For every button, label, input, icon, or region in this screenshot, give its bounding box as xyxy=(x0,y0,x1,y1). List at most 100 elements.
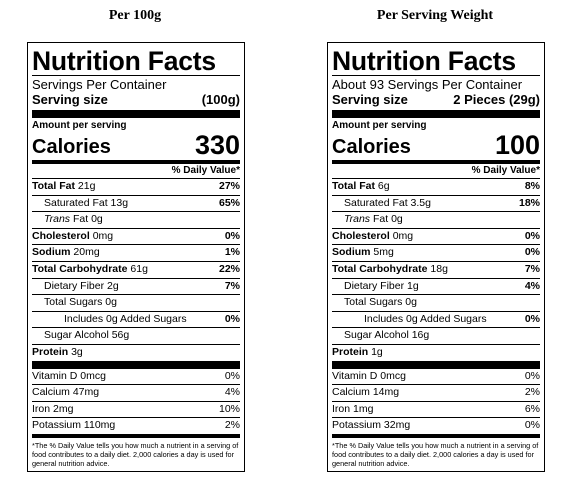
divider xyxy=(32,360,240,369)
daily-value-footnote: *The % Daily Value tells you how much a … xyxy=(332,440,539,468)
serving-size-value: (100g) xyxy=(201,92,240,107)
calcium-row: Calcium 14mg 2% xyxy=(332,384,540,401)
label-text: 4% xyxy=(524,279,540,292)
divider xyxy=(332,360,540,369)
label-text: 2g xyxy=(107,279,119,292)
label-text: Total Sugars xyxy=(344,296,403,309)
serving-size-row: Serving size 2 Pieces (29g) xyxy=(332,92,540,110)
label-text: Sodium xyxy=(32,246,71,259)
label-text: 1g xyxy=(407,279,419,292)
label-text: 16g xyxy=(411,329,430,342)
label-text: Potassium 32mg xyxy=(332,419,411,432)
nutrient-cell: Total Sugars 0g xyxy=(344,295,417,311)
trans-fat-row: Trans Fat 0g xyxy=(332,211,540,228)
protein-row: Protein 3g xyxy=(32,343,240,361)
nutrient-cell: Includes 0g Added Sugars xyxy=(64,312,187,328)
daily-value-header: % Daily Value* xyxy=(171,165,240,176)
label-text: 5mg xyxy=(373,246,394,259)
divider xyxy=(32,160,240,164)
label-text: Total Carbohydrate xyxy=(32,262,128,275)
column-heading-per-serving: Per Serving Weight xyxy=(376,8,494,23)
label-text: 2% xyxy=(224,419,240,432)
label-text: 0% xyxy=(524,312,540,325)
label-text: Fat 0g xyxy=(72,213,103,226)
label-text: 0% xyxy=(524,229,540,242)
label-text: 1% xyxy=(224,246,240,259)
label-text: Potassium 110mg xyxy=(32,419,116,432)
label-text: Iron 2mg xyxy=(32,402,74,415)
label-text: Iron 1mg xyxy=(332,402,374,415)
nutrient-cell: Total Fat 6g xyxy=(332,179,390,195)
label-text: 0g xyxy=(105,296,117,309)
divider xyxy=(32,110,240,118)
label-text: 56g xyxy=(111,329,130,342)
label-text: Cholesterol xyxy=(332,229,390,242)
nutrient-cell: Cholesterol 0mg xyxy=(332,229,413,245)
label-text: 21g xyxy=(77,180,96,192)
sodium-row: Sodium 5mg 0% xyxy=(332,244,540,261)
serving-size-row: Serving size (100g) xyxy=(32,92,240,110)
divider xyxy=(332,75,540,76)
label-text: Dietary Fiber xyxy=(44,279,105,292)
added-sugars-row: Includes 0g Added Sugars 0% xyxy=(332,310,540,328)
label-text: 0g xyxy=(405,296,417,309)
calories-value: 100 xyxy=(494,130,540,160)
label-text: 18% xyxy=(518,196,540,209)
nutrient-cell: Total Fat 21g xyxy=(32,179,95,195)
nutrient-cell: Total Carbohydrate 18g xyxy=(332,262,448,278)
label-text: 0mg xyxy=(92,229,114,242)
label-text: Sugar Alcohol xyxy=(44,329,109,342)
cholesterol-row: Cholesterol 0mg 0% xyxy=(332,227,540,245)
label-text: 0% xyxy=(524,246,540,259)
label-text: Cholesterol xyxy=(32,229,90,242)
label-text: Saturated Fat xyxy=(44,196,108,209)
nutrient-cell: Total Carbohydrate 61g xyxy=(32,262,148,278)
iron-row: Iron 2mg 10% xyxy=(32,400,240,418)
protein-row: Protein 1g xyxy=(332,343,540,361)
label-text: 1g xyxy=(371,345,383,358)
cholesterol-row: Cholesterol 0mg 0% xyxy=(32,227,240,245)
nutrient-cell: Dietary Fiber 2g xyxy=(44,279,119,295)
divider xyxy=(332,110,540,118)
saturated-fat-row: Saturated Fat 3.5g 18% xyxy=(332,194,540,212)
label-text: 8% xyxy=(524,180,540,192)
label-text: Protein xyxy=(332,345,369,358)
label-text: Protein xyxy=(32,345,69,358)
calories-label: Calories xyxy=(332,136,411,158)
potassium-row: Potassium 110mg 2% xyxy=(32,417,240,434)
label-text: 7% xyxy=(224,279,240,292)
trans-fat-row: Trans Fat 0g xyxy=(32,211,240,228)
total-sugars-row: Total Sugars 0g xyxy=(32,294,240,311)
label-text: 65% xyxy=(218,196,240,209)
nutrition-label-per-100g: Nutrition Facts Servings Per Container S… xyxy=(27,42,245,472)
label-text: Trans xyxy=(44,213,71,226)
serving-size-value: 2 Pieces (29g) xyxy=(453,92,540,107)
label-text: Total Fat xyxy=(32,180,75,192)
amount-per-serving: Amount per serving xyxy=(332,120,427,131)
iron-row: Iron 1mg 6% xyxy=(332,400,540,418)
label-text: 10% xyxy=(218,402,240,415)
label-text: 0% xyxy=(524,369,540,382)
label-text: Includes 0g Added Sugars xyxy=(364,312,487,325)
label-text: 18g xyxy=(430,262,448,275)
label-text: 7% xyxy=(524,262,540,275)
vitamin-d-row: Vitamin D 0mcg 0% xyxy=(332,369,540,385)
label-text: Saturated Fat xyxy=(344,196,408,209)
label-text: 0% xyxy=(224,312,240,325)
nutrient-cell: Sugar Alcohol 16g xyxy=(344,328,429,344)
nutrient-cell: Trans Fat 0g xyxy=(44,212,103,228)
nutrition-facts-title: Nutrition Facts xyxy=(32,46,216,76)
label-text: 4% xyxy=(224,386,240,399)
added-sugars-row: Includes 0g Added Sugars 0% xyxy=(32,310,240,328)
label-text: Vitamin D 0mcg xyxy=(32,369,106,382)
label-text: Sugar Alcohol xyxy=(344,329,409,342)
label-text: Trans xyxy=(344,213,371,226)
potassium-row: Potassium 32mg 0% xyxy=(332,417,540,434)
divider xyxy=(332,433,540,438)
vitamin-d-row: Vitamin D 0mcg 0% xyxy=(32,369,240,385)
label-text: 22% xyxy=(218,262,240,275)
servings-per-container: About 93 Servings Per Container xyxy=(332,77,523,92)
label-text: 0% xyxy=(224,369,240,382)
nutrient-cell: Sugar Alcohol 56g xyxy=(44,328,129,344)
nutrient-cell: Protein 3g xyxy=(32,345,83,361)
